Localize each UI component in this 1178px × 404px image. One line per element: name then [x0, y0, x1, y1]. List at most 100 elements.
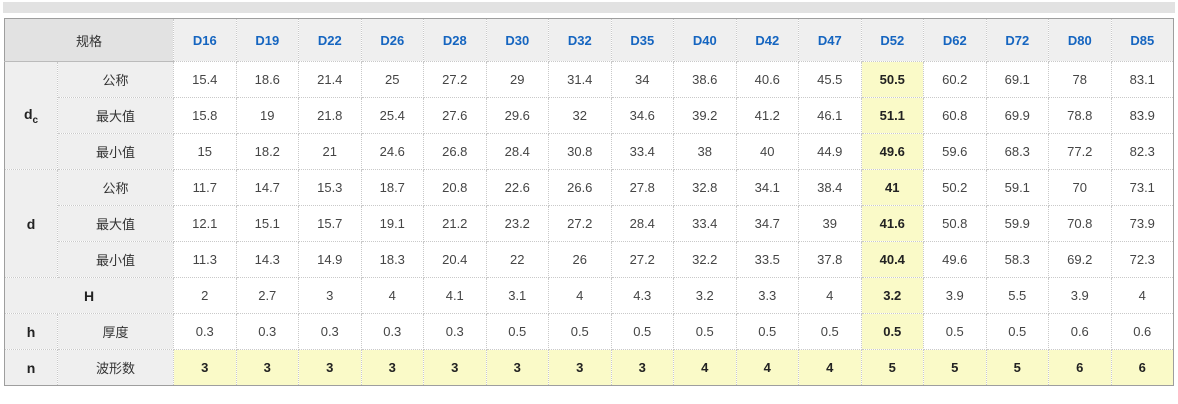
column-header-d16[interactable]: D16	[173, 18, 237, 62]
column-header-d62[interactable]: D62	[923, 18, 987, 62]
cell-d47: 4	[798, 349, 862, 386]
cell-d72: 59.9	[985, 205, 1050, 242]
cell-d19: 19	[235, 97, 300, 134]
column-header-d30[interactable]: D30	[485, 18, 550, 62]
cell-d42: 34.1	[735, 169, 800, 206]
cell-d42: 41.2	[735, 97, 800, 134]
cell-d30: 22	[485, 241, 550, 278]
cell-d62: 5	[923, 349, 987, 386]
cell-d32: 0.5	[548, 313, 612, 350]
cell-d62: 0.5	[923, 313, 987, 350]
cell-d16: 11.3	[173, 241, 237, 278]
cell-d19: 14.3	[235, 241, 300, 278]
cell-d62: 50.8	[923, 205, 987, 242]
cell-d22: 3	[298, 277, 362, 314]
table-row: 最小值 15 18.2 21 24.6 26.8 28.4 30.8 33.4 38 40 44.9 4…	[5, 133, 1175, 170]
cell-d32: 32	[548, 97, 612, 134]
column-header-d52[interactable]: D52	[860, 18, 925, 62]
cell-d72: 69.9	[985, 97, 1050, 134]
cell-d42: 4	[735, 349, 800, 386]
cell-d42: 40	[735, 133, 800, 170]
cell-d85: 83.1	[1110, 61, 1175, 98]
cell-d16: 0.3	[173, 313, 237, 350]
cell-d22: 21.8	[298, 97, 362, 134]
cell-d30: 0.5	[485, 313, 550, 350]
cell-d22: 0.3	[298, 313, 362, 350]
cell-d26: 4	[360, 277, 425, 314]
column-header-d47[interactable]: D47	[798, 18, 862, 62]
cell-d28: 21.2	[423, 205, 487, 242]
cell-d16: 11.7	[173, 169, 237, 206]
cell-d72: 58.3	[985, 241, 1050, 278]
cell-d35: 33.4	[610, 133, 675, 170]
row-group-label-dc: dc	[4, 61, 58, 170]
cell-d35: 0.5	[610, 313, 675, 350]
cell-d40: 33.4	[673, 205, 737, 242]
cell-d85: 73.1	[1110, 169, 1175, 206]
row-group-label-n: n	[4, 349, 58, 386]
cell-d26: 18.7	[360, 169, 425, 206]
cell-d32: 31.4	[548, 61, 612, 98]
cell-d62: 49.6	[923, 241, 987, 278]
cell-d40: 3.2	[673, 277, 737, 314]
row-sub-label: 公称	[56, 169, 175, 206]
column-header-d28[interactable]: D28	[423, 18, 487, 62]
cell-d40: 32.2	[673, 241, 737, 278]
column-header-d42[interactable]: D42	[735, 18, 800, 62]
cell-d62: 50.2	[923, 169, 987, 206]
cell-d42: 3.3	[735, 277, 800, 314]
column-header-d26[interactable]: D26	[360, 18, 425, 62]
cell-d42: 33.5	[735, 241, 800, 278]
cell-d19: 18.6	[235, 61, 300, 98]
cell-d52: 0.5	[860, 313, 925, 350]
cell-d30: 28.4	[485, 133, 550, 170]
row-sub-label: 厚度	[56, 313, 175, 350]
cell-d72: 5	[985, 349, 1050, 386]
cell-d52: 49.6	[860, 133, 925, 170]
cell-d35: 4.3	[610, 277, 675, 314]
cell-d32: 26.6	[548, 169, 612, 206]
cell-d72: 69.1	[985, 61, 1050, 98]
cell-d19: 18.2	[235, 133, 300, 170]
cell-d40: 4	[673, 349, 737, 386]
column-header-d40[interactable]: D40	[673, 18, 737, 62]
row-sub-label: 最小值	[56, 133, 175, 170]
table-row: d 公称 11.7 14.7 15.3 18.7 20.8 22.6 26.6 27.8 32.8 3…	[4, 169, 1175, 278]
row-sub-label: 公称	[56, 61, 175, 98]
column-header-d35[interactable]: D35	[610, 18, 675, 62]
cell-d28: 4.1	[423, 277, 487, 314]
cell-d80: 78.8	[1048, 97, 1112, 134]
cell-d26: 25.4	[360, 97, 425, 134]
row-sub-label: 最大值	[56, 205, 175, 242]
cell-d52: 51.1	[860, 97, 925, 134]
cell-d30: 29.6	[485, 97, 550, 134]
cell-d30: 3.1	[485, 277, 550, 314]
cell-d28: 26.8	[423, 133, 487, 170]
cell-d80: 6	[1048, 349, 1112, 386]
cell-d16: 15.4	[173, 61, 237, 98]
column-header-d19[interactable]: D19	[235, 18, 300, 62]
table-row: n 波形数 3 3 3 3 3 3 3 3 4 4 4 5 5 5 6 6	[4, 349, 1175, 386]
cell-d47: 45.5	[798, 61, 862, 98]
cell-d47: 37.8	[798, 241, 862, 278]
column-header-d32[interactable]: D32	[548, 18, 612, 62]
cell-d80: 77.2	[1048, 133, 1112, 170]
cell-d28: 3	[423, 349, 487, 386]
column-header-d72[interactable]: D72	[985, 18, 1050, 62]
cell-d19: 3	[235, 349, 300, 386]
cell-d28: 0.3	[423, 313, 487, 350]
cell-d85: 73.9	[1110, 205, 1175, 242]
cell-d22: 21.4	[298, 61, 362, 98]
cell-d26: 18.3	[360, 241, 425, 278]
cell-d40: 0.5	[673, 313, 737, 350]
column-header-d22[interactable]: D22	[298, 18, 362, 62]
table-row: 最大值 15.8 19 21.8 25.4 27.6 29.6 32 34.6 39.2 41.2 4…	[5, 97, 1175, 134]
cell-d26: 19.1	[360, 205, 425, 242]
cell-d40: 32.8	[673, 169, 737, 206]
cell-d19: 2.7	[235, 277, 300, 314]
cell-d80: 70.8	[1048, 205, 1112, 242]
cell-d16: 2	[173, 277, 237, 314]
column-header-d85[interactable]: D85	[1110, 18, 1175, 62]
column-header-d80[interactable]: D80	[1048, 18, 1112, 62]
cell-d26: 3	[360, 349, 425, 386]
